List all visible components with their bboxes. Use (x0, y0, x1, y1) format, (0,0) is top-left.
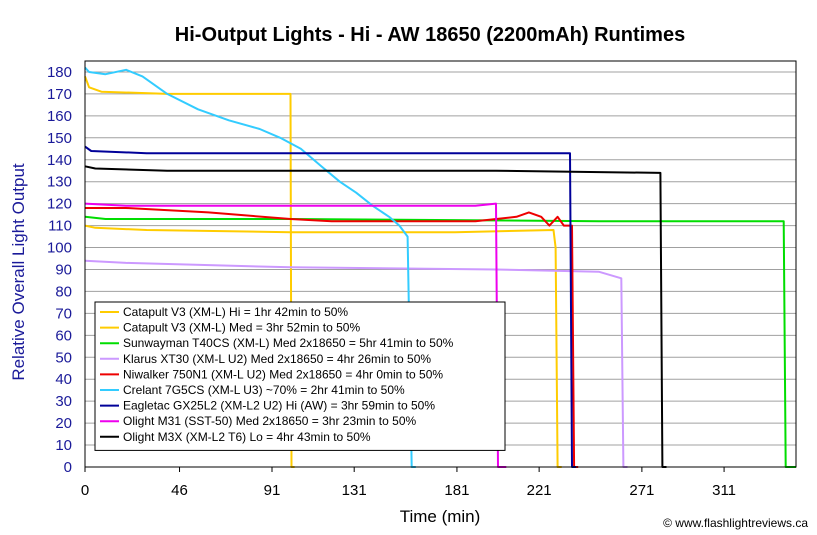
legend-box (94, 301, 506, 451)
y-tick-label: 20 (55, 415, 72, 432)
series-line-2 (84, 224, 562, 468)
y-tick-label: 120 (47, 196, 72, 213)
x-tick-label: 0 (81, 482, 89, 499)
y-tick-label: 90 (55, 261, 72, 278)
y-tick-label: 10 (55, 437, 72, 454)
y-tick-label: 70 (55, 305, 72, 322)
x-tick-label: 46 (171, 482, 188, 499)
y-tick-label: 80 (55, 283, 72, 300)
x-tick-label: 221 (527, 482, 552, 499)
y-axis-label: Relative Overall Light Output (9, 163, 28, 381)
series-line-4 (84, 259, 628, 468)
x-tick-labels: 0 46 91 131 181 221 271 311 (81, 467, 736, 499)
y-tick-label: 100 (47, 240, 72, 257)
legend-entry: Crelant 7G5CS (XM-L U3) ~70% = 2hr 41min… (123, 383, 405, 397)
legend-entry: Eagletac GX25L2 (XM-L2 U2) Hi (AW) = 3hr… (123, 399, 435, 413)
series-line-9 (84, 165, 667, 468)
x-axis-label: Time (min) (400, 507, 481, 526)
legend-entry: Sunwayman T40CS (XM-L) Med 2x18650 = 5hr… (123, 336, 454, 350)
y-tick-label: 180 (47, 64, 72, 81)
y-tick-label: 150 (47, 130, 72, 147)
y-tick-label: 60 (55, 327, 72, 344)
y-tick-labels: 0 10 20 30 40 50 60 70 80 90 100 110 120 130 140 150 160… (47, 64, 72, 476)
series-line-5 (85, 207, 579, 468)
y-tick-label: 110 (48, 218, 72, 235)
y-tick-label: 140 (47, 152, 72, 169)
x-tick-label: 91 (264, 482, 281, 499)
legend-entry: Catapult V3 (XM-L) Hi = 1hr 42min to 50% (123, 305, 348, 319)
y-tick-label: 170 (47, 86, 72, 103)
x-tick-label: 131 (342, 482, 367, 499)
legend-entry: Catapult V3 (XM-L) Med = 3hr 52min to 50… (123, 321, 360, 335)
legend-entry: Olight M31 (SST-50) Med 2x18650 = 3hr 23… (123, 414, 416, 428)
chart-title: Hi-Output Lights - Hi - AW 18650 (2200mA… (175, 24, 685, 46)
legend-entry: Niwalker 750N1 (XM-L U2) Med 2x18650 = 4… (123, 367, 443, 381)
legend-entry: Klarus XT30 (XM-L U2) Med 2x18650 = 4hr … (123, 352, 431, 366)
y-tick-label: 130 (47, 174, 72, 191)
y-tick-label: 160 (47, 108, 72, 125)
series-line-7 (84, 145, 577, 468)
y-tick-label: 30 (55, 393, 72, 410)
plot-border (84, 60, 797, 468)
series-lines (84, 66, 796, 468)
legend-entry: Olight M3X (XM-L2 T6) Lo = 4hr 43min to … (123, 430, 371, 444)
y-tick-label: 50 (55, 349, 72, 366)
y-tick-label: 40 (55, 371, 72, 388)
legend: Catapult V3 (XM-L) Hi = 1hr 42min to 50%… (94, 301, 506, 451)
x-tick-label: 311 (712, 482, 736, 499)
x-tick-label: 271 (629, 482, 654, 499)
y-tick-label: 0 (64, 459, 72, 476)
x-tick-label: 181 (444, 482, 469, 499)
series-line-6 (84, 66, 416, 468)
credit-text: © www.flashlightreviews.ca (663, 516, 808, 530)
